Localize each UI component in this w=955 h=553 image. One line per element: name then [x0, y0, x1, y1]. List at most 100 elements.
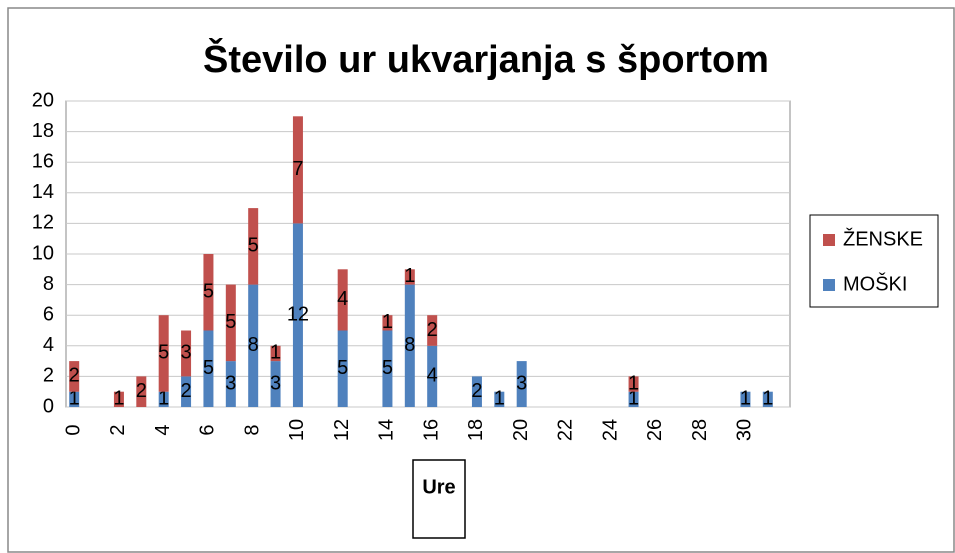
x-tick-label: 20	[510, 419, 532, 441]
data-label: 1	[740, 388, 751, 410]
data-label: 4	[427, 365, 438, 387]
data-label: 8	[248, 334, 259, 356]
y-tick-label: 14	[32, 181, 54, 203]
legend-swatch	[823, 279, 835, 291]
bar-segment	[158, 391, 169, 407]
bar-segment	[494, 391, 505, 407]
y-tick-label: 16	[32, 150, 54, 172]
data-label: 12	[287, 303, 309, 325]
bar-segment	[270, 361, 281, 407]
data-label: 1	[628, 372, 639, 394]
chart-frame	[7, 7, 955, 553]
data-label: 3	[516, 372, 527, 394]
data-label: 1	[69, 388, 80, 410]
bar-segment	[113, 391, 124, 407]
bar-segment	[382, 315, 393, 331]
chart-title: Število ur ukvarjanja s športom	[203, 36, 769, 81]
bar-segment	[292, 223, 303, 407]
data-label: 5	[382, 357, 393, 379]
bar-segment	[628, 391, 639, 407]
y-tick-label: 10	[32, 242, 54, 264]
data-label: 3	[181, 342, 192, 364]
data-label: 1	[382, 311, 393, 333]
data-label: 5	[337, 357, 348, 379]
legend-box	[809, 214, 939, 308]
data-label: 3	[225, 372, 236, 394]
x-tick-label: 0	[62, 424, 84, 435]
bar-segment	[337, 269, 348, 331]
data-label: 1	[158, 388, 169, 410]
x-tick-label: 30	[734, 419, 756, 441]
data-label: 3	[270, 372, 281, 394]
y-tick-label: 8	[43, 273, 54, 295]
data-label: 1	[270, 342, 281, 364]
data-label: 5	[203, 357, 214, 379]
bar-segment	[270, 345, 281, 362]
legend-swatch	[823, 234, 835, 246]
data-label: 2	[69, 365, 80, 387]
bar-segment	[181, 376, 192, 407]
bar-segment	[427, 315, 438, 346]
x-tick-label: 8	[241, 424, 263, 435]
x-axis-title-box	[412, 459, 466, 539]
x-tick-label: 2	[107, 424, 129, 435]
bar-segment	[225, 284, 236, 362]
bar-segment	[404, 269, 415, 285]
bar-segment	[404, 284, 415, 407]
bar-segment	[740, 391, 751, 407]
bar-segment	[203, 254, 214, 331]
x-tick-label: 26	[644, 419, 666, 441]
bar-segment	[69, 391, 80, 407]
data-label: 8	[404, 334, 415, 356]
x-tick-label: 6	[197, 424, 219, 435]
bar-segment	[292, 116, 303, 224]
bar-segment	[158, 315, 169, 392]
data-label: 2	[136, 380, 147, 402]
bar-segment	[628, 376, 639, 392]
bar-segment	[248, 284, 259, 407]
legend-label: ŽENSKE	[843, 227, 923, 250]
y-tick-label: 18	[32, 120, 54, 142]
bar-segment	[382, 330, 393, 407]
x-tick-label: 28	[689, 419, 711, 441]
data-label: 5	[225, 311, 236, 333]
x-tick-label: 14	[376, 419, 398, 441]
x-tick-label: 24	[599, 419, 621, 441]
y-tick-label: 4	[43, 334, 54, 356]
x-tick-label: 12	[331, 419, 353, 441]
data-label: 2	[181, 380, 192, 402]
bar-segment	[471, 376, 482, 407]
legend-label: MOŠKI	[843, 272, 907, 295]
y-tick-label: 0	[43, 395, 54, 417]
x-tick-label: 4	[152, 424, 174, 435]
y-tick-label: 12	[32, 212, 54, 234]
data-label: 1	[762, 388, 773, 410]
bar-segment	[248, 208, 259, 285]
bar-segment	[181, 330, 192, 377]
data-label: 7	[292, 158, 303, 180]
data-label: 2	[427, 319, 438, 341]
data-label: 1	[113, 388, 124, 410]
bar-segment	[136, 376, 147, 407]
data-label: 5	[203, 281, 214, 303]
x-tick-label: 22	[555, 419, 577, 441]
y-tick-label: 20	[32, 89, 54, 111]
bar-segment	[225, 361, 236, 407]
x-tick-label: 18	[465, 419, 487, 441]
data-label: 5	[248, 235, 259, 257]
data-label: 1	[494, 388, 505, 410]
x-tick-label: 16	[420, 419, 442, 441]
data-label: 1	[404, 265, 415, 287]
y-tick-label: 6	[43, 303, 54, 325]
bar-segment	[427, 345, 438, 407]
data-label: 1	[628, 388, 639, 410]
bar-segment	[69, 361, 80, 392]
data-label: 2	[471, 380, 482, 402]
bar-segment	[337, 330, 348, 407]
data-label: 4	[337, 288, 348, 310]
bar-segment	[203, 330, 214, 407]
y-tick-label: 2	[43, 365, 54, 387]
data-label: 5	[158, 342, 169, 364]
